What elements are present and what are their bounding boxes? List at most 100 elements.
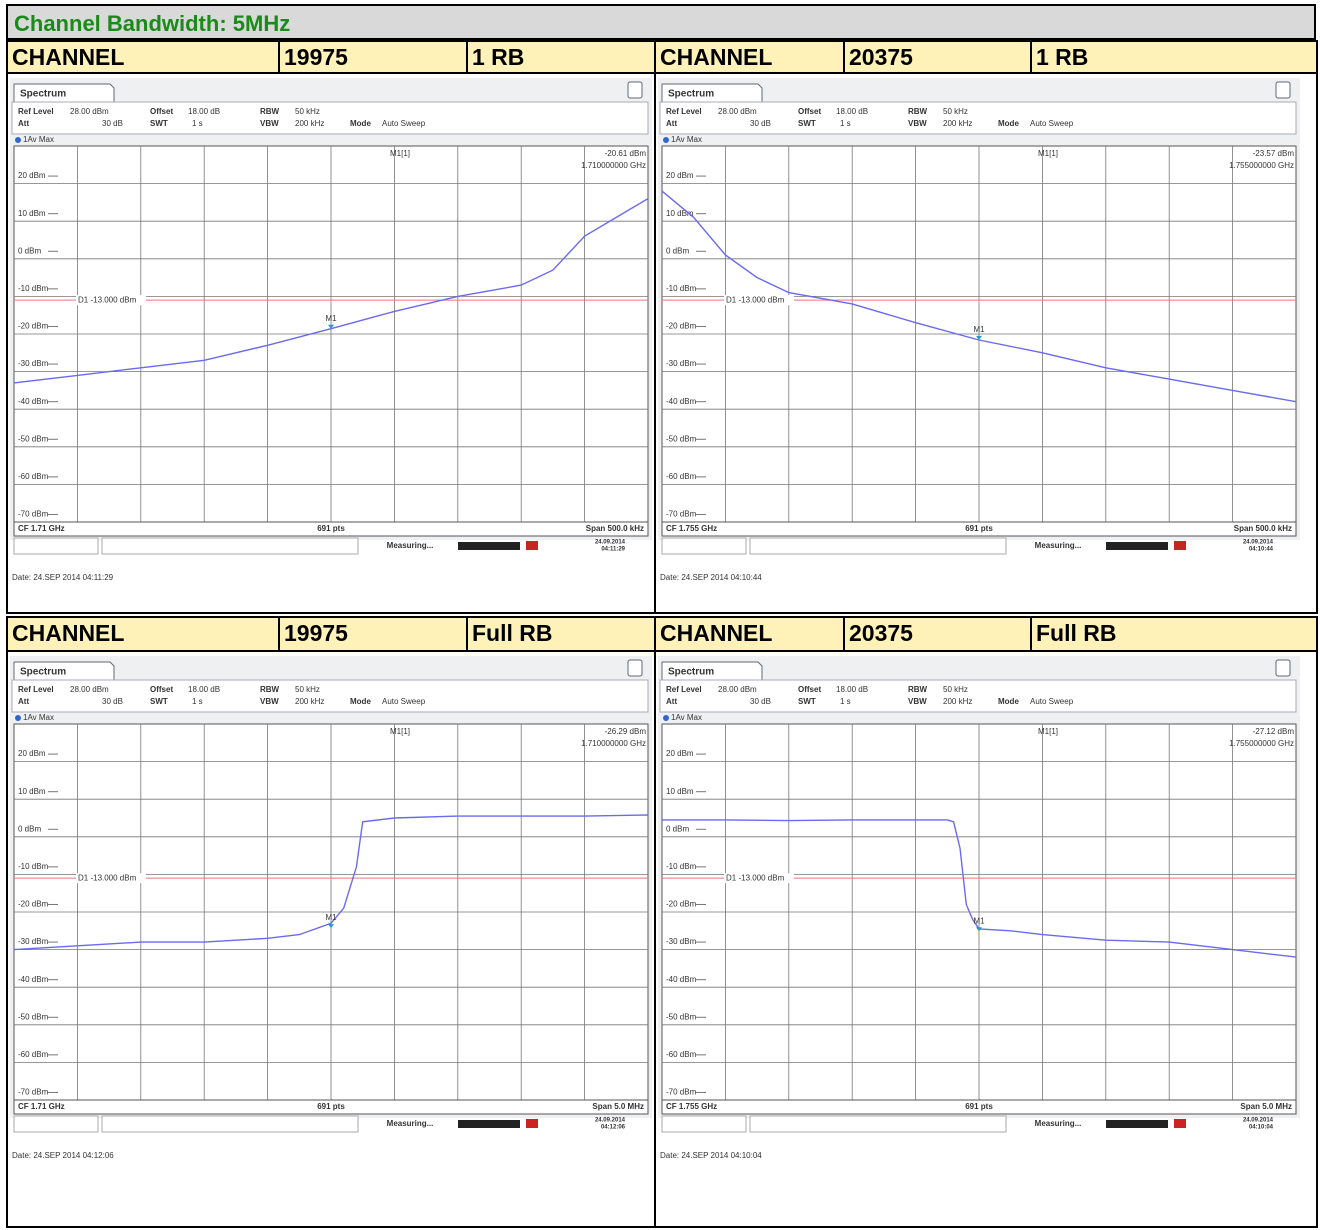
y-tick-bg xyxy=(664,396,696,407)
setting-key: Att xyxy=(18,119,29,128)
limit-label-bg xyxy=(76,295,146,306)
marker-value: -27.12 dBm xyxy=(1253,727,1295,736)
marker xyxy=(976,927,982,932)
setting-value: 28.00 dBm xyxy=(718,107,757,116)
setting-key: Ref Level xyxy=(666,685,702,694)
y-tick-bg xyxy=(16,1087,48,1098)
rf-icon xyxy=(1174,1119,1186,1128)
stamp-time: 04:10:44 xyxy=(1249,547,1274,553)
tab-label: Spectrum xyxy=(668,89,714,100)
panel-cell: Spectrum Ref Level 28.00 dBm Offset 18.00 dB… xyxy=(6,652,656,1228)
y-tick-label: -70 dBm xyxy=(18,510,49,519)
stamp-date: 24.09.2014 xyxy=(1243,1118,1274,1124)
marker-freq: 1.710000000 GHz xyxy=(581,739,646,748)
marker xyxy=(328,324,334,329)
y-tick-label: 20 dBm xyxy=(666,171,694,180)
y-tick-bg xyxy=(16,396,48,407)
y-tick-label: -30 dBm xyxy=(666,359,697,368)
status-field xyxy=(749,537,1007,555)
y-tick-bg xyxy=(664,937,696,948)
progress-bar xyxy=(458,542,520,550)
panel-cell: Spectrum Ref Level 28.00 dBm Offset 18.00 dB… xyxy=(654,74,1318,614)
setting-key: Ref Level xyxy=(666,107,702,116)
progress-bar xyxy=(1106,1120,1168,1128)
setting-value: 200 kHz xyxy=(943,119,972,128)
setting-value: 28.00 dBm xyxy=(70,107,109,116)
setting-value: 18.00 dB xyxy=(188,107,220,116)
y-tick-bg xyxy=(664,359,696,370)
header-cell: 19975 xyxy=(278,40,468,74)
y-tick-label: -50 dBm xyxy=(666,1012,697,1021)
status-field xyxy=(661,1115,747,1133)
trace xyxy=(13,814,649,951)
footer-bar xyxy=(13,521,649,537)
setting-key: Ref Level xyxy=(18,107,54,116)
trace-label: 1Av Max xyxy=(23,135,54,144)
tab-label: Spectrum xyxy=(20,89,66,100)
y-tick-bg xyxy=(16,509,48,520)
y-tick-label: -50 dBm xyxy=(666,434,697,443)
menu-icon[interactable] xyxy=(1275,659,1291,677)
setting-value: Auto Sweep xyxy=(1030,697,1074,706)
trace-dot xyxy=(663,137,669,143)
footer-text: CF 1.755 GHz xyxy=(666,1102,717,1111)
limit-label: D1 -13.000 dBm xyxy=(726,295,785,304)
footer-text: 691 pts xyxy=(317,524,345,533)
y-tick-label: 0 dBm xyxy=(18,246,41,255)
capture-date: Date: 24.SEP 2014 04:10:04 xyxy=(660,1151,762,1160)
setting-value: 200 kHz xyxy=(295,119,324,128)
y-tick-label: 20 dBm xyxy=(18,171,46,180)
status-field xyxy=(13,1115,99,1133)
stamp-time: 04:11:29 xyxy=(601,547,625,553)
y-tick-bg xyxy=(664,824,696,835)
status-field xyxy=(13,537,99,555)
setting-key: Offset xyxy=(798,685,821,694)
y-tick-label: -60 dBm xyxy=(666,472,697,481)
y-tick-bg xyxy=(664,434,696,445)
footer-text: 691 pts xyxy=(965,1102,993,1111)
footer-text: Span 500.0 kHz xyxy=(586,524,644,533)
y-tick-label: -30 dBm xyxy=(18,937,49,946)
setting-value: 28.00 dBm xyxy=(70,685,109,694)
setting-key: Att xyxy=(18,697,29,706)
setting-key: Offset xyxy=(798,107,821,116)
y-tick-label: -70 dBm xyxy=(18,1088,49,1097)
y-tick-label: -40 dBm xyxy=(18,397,49,406)
y-tick-label: 0 dBm xyxy=(666,246,689,255)
y-tick-bg xyxy=(16,937,48,948)
y-tick-label: 20 dBm xyxy=(666,749,694,758)
y-tick-label: -40 dBm xyxy=(666,975,697,984)
setting-key: VBW xyxy=(908,119,927,128)
setting-key: Mode xyxy=(998,697,1019,706)
marker-name: M1[1] xyxy=(1038,727,1058,736)
menu-icon[interactable] xyxy=(627,659,643,677)
marker-name: M1[1] xyxy=(1038,149,1058,158)
status-field xyxy=(101,537,359,555)
status-text: Measuring... xyxy=(1035,1119,1082,1128)
setting-key: Mode xyxy=(350,697,371,706)
rf-icon xyxy=(526,1119,538,1128)
y-tick-bg xyxy=(16,899,48,910)
y-tick-bg xyxy=(16,283,48,294)
setting-key: Ref Level xyxy=(18,685,54,694)
y-tick-label: -10 dBm xyxy=(666,862,697,871)
setting-key: Mode xyxy=(998,119,1019,128)
marker xyxy=(328,924,334,929)
marker-tag: M1 xyxy=(973,916,985,925)
y-tick-label: -50 dBm xyxy=(18,434,49,443)
setting-value: 200 kHz xyxy=(295,697,324,706)
settings-panel xyxy=(11,679,649,713)
tab xyxy=(661,661,763,680)
footer-text: CF 1.71 GHz xyxy=(18,1102,65,1111)
y-tick-bg xyxy=(16,1049,48,1060)
y-tick-label: 10 dBm xyxy=(666,787,694,796)
y-tick-bg xyxy=(16,824,48,835)
trace-dot xyxy=(15,715,21,721)
capture-date: Date: 24.SEP 2014 04:10:44 xyxy=(660,573,762,582)
y-tick-label: 0 dBm xyxy=(666,824,689,833)
status-field xyxy=(749,1115,1007,1133)
menu-icon[interactable] xyxy=(1275,81,1291,99)
menu-icon[interactable] xyxy=(627,81,643,99)
stamp-date: 24.09.2014 xyxy=(595,540,626,546)
